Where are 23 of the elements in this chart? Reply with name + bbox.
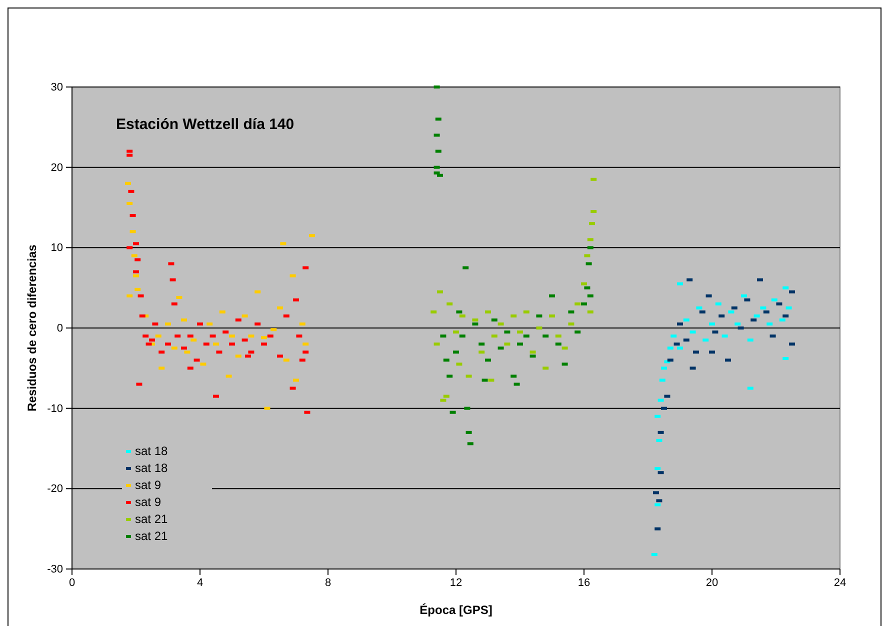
x-tick-label: 20: [706, 576, 718, 589]
x-axis-title: Época [GPS]: [420, 603, 492, 617]
legend-label: sat 18: [135, 461, 168, 475]
legend-label: sat 21: [135, 529, 168, 543]
text: Estación Wettzell día 140: [116, 116, 294, 133]
legend-label: sat 9: [135, 478, 162, 492]
y-tick-label: 0: [56, 322, 63, 335]
x-tick-label: 16: [578, 576, 590, 589]
y-tick-label: -30: [47, 564, 63, 576]
legend-label: sat 21: [135, 512, 168, 526]
x-tick-label: 24: [834, 576, 846, 589]
x-tick-label: 12: [450, 576, 462, 589]
x-tick-label: 0: [68, 576, 76, 589]
y-axis-title: Residuos de cero diferencias: [25, 244, 39, 412]
y-tick-label: 10: [50, 242, 63, 254]
y-tick-label: -10: [47, 402, 63, 415]
y-tick-label: 20: [50, 162, 63, 174]
y-tick-label: -20: [47, 483, 63, 496]
x-tick-label: 8: [324, 576, 332, 589]
y-tick-label: 30: [50, 82, 63, 94]
legend-label: sat 18: [135, 444, 168, 458]
legend-label: sat 9: [135, 495, 162, 509]
x-tick-label: 4: [196, 576, 204, 589]
